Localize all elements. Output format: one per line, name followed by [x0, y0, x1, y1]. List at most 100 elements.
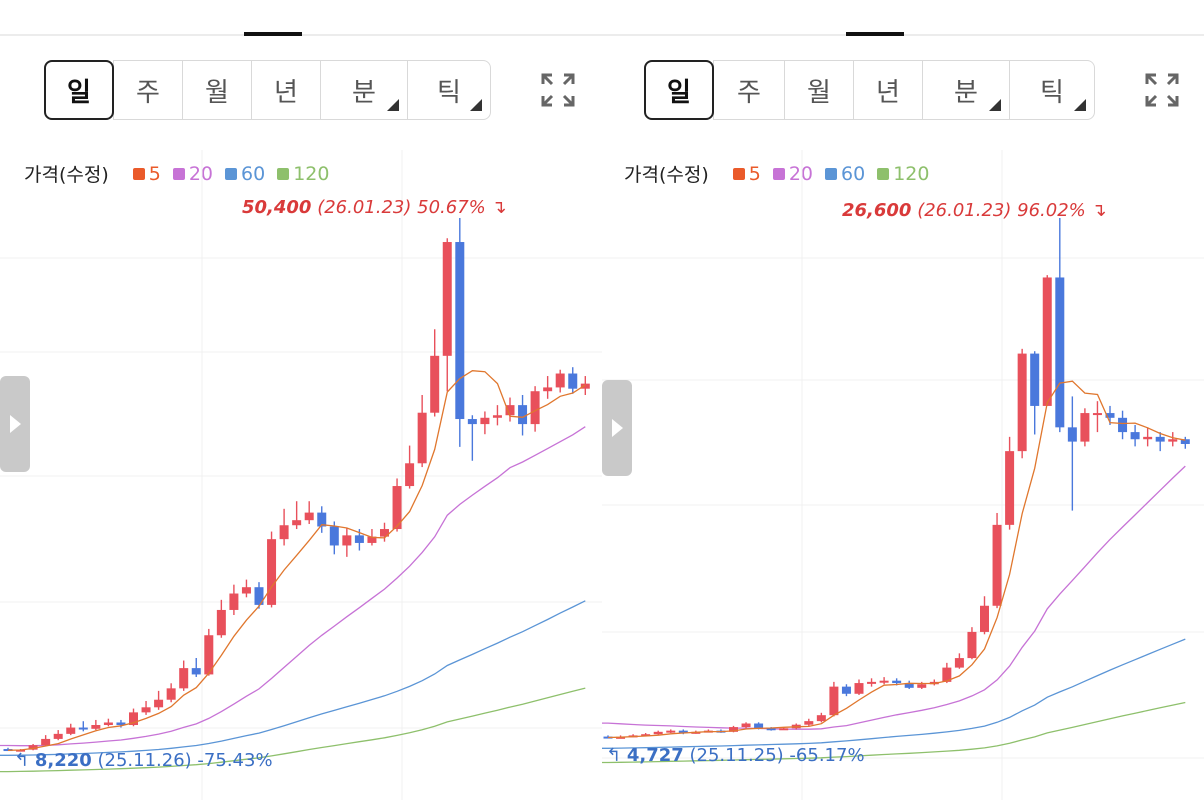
- candle-down: [354, 535, 364, 543]
- candlestick-chart[interactable]: [602, 0, 1204, 804]
- candle-up: [342, 535, 352, 546]
- ma120-line: [602, 701, 1186, 764]
- candle-up: [1042, 277, 1052, 406]
- candle-up: [103, 722, 113, 726]
- legend-title: 가격(수정): [624, 164, 709, 186]
- candle-up: [66, 727, 76, 734]
- candle-up: [980, 605, 989, 632]
- chart-panel-left: 일 주 월 년 분 틱 가격(수정) 5 20 60 120 50,400 (2…: [0, 0, 602, 804]
- period-high-label: 26,600 (26.01.23) 96.02% ↴: [842, 200, 1107, 221]
- candle-up: [779, 728, 789, 731]
- candle-up: [28, 745, 38, 750]
- period-selector: 일 주 월 년 분 틱: [644, 60, 1095, 122]
- dropdown-corner-icon: [1074, 99, 1086, 111]
- arrow-down-icon: ↴: [491, 197, 507, 218]
- candle-down: [754, 723, 764, 729]
- period-tick-label: 틱: [1040, 77, 1064, 108]
- active-tab-indicator: [846, 32, 904, 36]
- candle-up: [430, 355, 440, 413]
- ma60-line: [602, 638, 1186, 749]
- candle-down: [1118, 417, 1128, 433]
- candle-up: [292, 520, 302, 526]
- ma20-line: [602, 465, 1186, 730]
- candle-down: [841, 686, 851, 694]
- period-minute-label: 분: [352, 77, 376, 108]
- legend-ma20: 20: [172, 163, 213, 185]
- arrow-down-icon: ↴: [1091, 200, 1107, 221]
- candle-up: [405, 463, 415, 487]
- period-minute-button[interactable]: 분: [320, 60, 408, 120]
- period-tick-button[interactable]: 틱: [1009, 60, 1095, 120]
- arrow-up-icon: ↰: [606, 745, 622, 766]
- candle-down: [191, 668, 201, 675]
- candle-up: [641, 734, 651, 737]
- period-week-button[interactable]: 주: [713, 60, 785, 120]
- candle-up: [216, 609, 226, 636]
- candle-up: [229, 593, 239, 610]
- candle-down: [1055, 277, 1065, 428]
- candle-up: [555, 373, 565, 388]
- candle-down: [317, 512, 327, 527]
- period-year-button[interactable]: 년: [853, 60, 923, 120]
- expand-icon[interactable]: [540, 72, 576, 108]
- candle-up: [505, 405, 515, 416]
- candle-up: [580, 383, 590, 389]
- period-low-label: ↰ 4,727 (25.11.25) -65.17%: [606, 745, 865, 766]
- chevron-right-icon: [611, 419, 623, 437]
- ma20-line: [0, 426, 586, 747]
- candle-up: [954, 658, 964, 668]
- top-tab-strip: [602, 0, 1204, 36]
- candle-up: [480, 417, 490, 425]
- candle-up: [166, 688, 176, 700]
- period-month-button[interactable]: 월: [784, 60, 854, 120]
- candle-up: [1017, 353, 1027, 452]
- chevron-right-icon: [9, 415, 21, 433]
- side-panel-handle[interactable]: [0, 376, 30, 472]
- candle-down: [1130, 432, 1140, 440]
- period-day-button[interactable]: 일: [44, 60, 114, 120]
- candle-down: [892, 680, 902, 684]
- side-panel-handle[interactable]: [602, 380, 632, 476]
- period-month-button[interactable]: 월: [182, 60, 252, 120]
- period-high-label: 50,400 (26.01.23) 50.67% ↴: [242, 197, 507, 218]
- period-tick-button[interactable]: 틱: [407, 60, 491, 120]
- period-minute-button[interactable]: 분: [922, 60, 1010, 120]
- candle-down: [254, 587, 264, 605]
- legend-ma20: 20: [772, 163, 813, 185]
- candlestick-chart[interactable]: [0, 0, 602, 804]
- candle-up: [1143, 436, 1153, 440]
- candle-up: [867, 681, 877, 684]
- candle-up: [154, 699, 164, 708]
- candle-down: [467, 419, 477, 425]
- legend-ma120: 120: [877, 163, 929, 185]
- period-year-button[interactable]: 년: [251, 60, 321, 120]
- candle-down: [518, 405, 528, 425]
- candle-up: [392, 486, 402, 530]
- candle-up: [804, 721, 814, 725]
- candle-up: [1168, 439, 1178, 442]
- legend-ma60: 60: [225, 163, 265, 185]
- ma5-line: [7, 370, 586, 751]
- candle-down: [1105, 413, 1115, 418]
- candle-up: [492, 415, 502, 418]
- candle-up: [267, 539, 277, 605]
- dropdown-corner-icon: [470, 99, 482, 111]
- expand-icon[interactable]: [1144, 72, 1180, 108]
- candle-up: [91, 725, 101, 729]
- candle-up: [141, 707, 151, 713]
- arrow-up-icon: ↰: [14, 750, 30, 771]
- period-day-button[interactable]: 일: [644, 60, 714, 120]
- candle-down: [1180, 439, 1190, 444]
- candle-down: [766, 728, 776, 731]
- candle-up: [204, 635, 214, 675]
- candle-up: [653, 731, 663, 735]
- period-selector: 일 주 월 년 분 틱: [44, 60, 491, 122]
- legend-ma5: 5: [132, 163, 161, 185]
- candle-up: [279, 525, 289, 540]
- chart-legend: 가격(수정) 5 20 60 120: [24, 160, 341, 187]
- ma60-line: [0, 600, 586, 756]
- period-tick-label: 틱: [437, 77, 461, 108]
- candle-up: [917, 684, 927, 688]
- candle-up: [530, 391, 540, 425]
- candle-up: [442, 242, 452, 356]
